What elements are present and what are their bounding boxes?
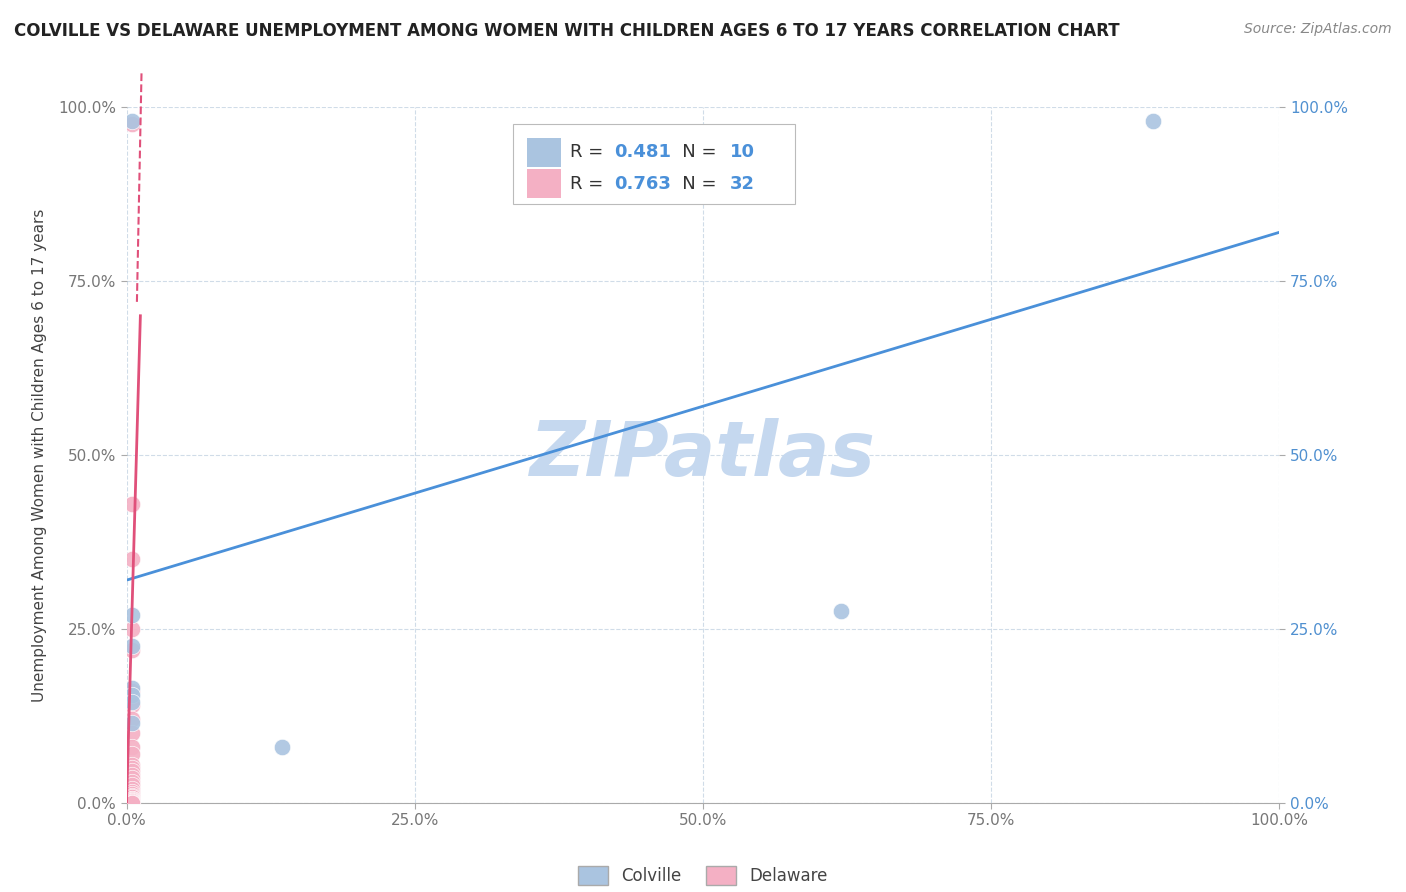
Text: N =: N = xyxy=(665,144,723,161)
Point xyxy=(121,795,143,809)
Text: ZIPatlas: ZIPatlas xyxy=(530,418,876,491)
Point xyxy=(121,747,143,761)
Point xyxy=(121,117,143,131)
Point xyxy=(121,788,143,802)
Point xyxy=(121,497,143,511)
Y-axis label: Unemployment Among Women with Children Ages 6 to 17 years: Unemployment Among Women with Children A… xyxy=(32,208,46,702)
Point xyxy=(121,791,143,805)
Point xyxy=(830,605,852,619)
Text: 0.763: 0.763 xyxy=(614,175,671,193)
Point xyxy=(121,607,143,622)
Point xyxy=(121,778,143,792)
Point xyxy=(121,790,143,805)
Point xyxy=(121,684,143,698)
Point xyxy=(121,764,143,779)
Point xyxy=(121,726,143,740)
Point xyxy=(121,796,143,810)
Point xyxy=(121,681,143,695)
Point xyxy=(121,789,143,803)
Point xyxy=(121,642,143,657)
Text: N =: N = xyxy=(665,175,723,193)
Point xyxy=(121,792,143,806)
Point xyxy=(121,785,143,799)
Point xyxy=(1142,114,1164,128)
Point xyxy=(121,772,143,786)
Text: 10: 10 xyxy=(730,144,755,161)
Point xyxy=(121,794,143,808)
Point xyxy=(121,757,143,772)
Text: Source: ZipAtlas.com: Source: ZipAtlas.com xyxy=(1244,22,1392,37)
Point xyxy=(121,552,143,566)
FancyBboxPatch shape xyxy=(527,169,561,198)
Text: R =: R = xyxy=(571,175,609,193)
Text: 0.481: 0.481 xyxy=(614,144,671,161)
Point xyxy=(121,796,143,810)
Point xyxy=(121,796,143,810)
Point xyxy=(121,794,143,808)
Point xyxy=(121,793,143,807)
Point xyxy=(121,712,143,726)
Point xyxy=(121,688,143,702)
Point xyxy=(121,698,143,713)
FancyBboxPatch shape xyxy=(527,137,561,167)
Point xyxy=(121,768,143,782)
Text: COLVILLE VS DELAWARE UNEMPLOYMENT AMONG WOMEN WITH CHILDREN AGES 6 TO 17 YEARS C: COLVILLE VS DELAWARE UNEMPLOYMENT AMONG … xyxy=(14,22,1119,40)
Point xyxy=(121,775,143,789)
Point xyxy=(121,639,143,653)
FancyBboxPatch shape xyxy=(513,124,796,204)
Point xyxy=(121,761,143,775)
Point xyxy=(121,114,143,128)
Point xyxy=(121,695,143,709)
Point xyxy=(121,781,143,796)
Text: 32: 32 xyxy=(730,175,755,193)
Point xyxy=(121,622,143,636)
Legend: Colville, Delaware: Colville, Delaware xyxy=(578,865,828,885)
Point xyxy=(121,740,143,755)
Point xyxy=(271,740,294,755)
Point xyxy=(121,715,143,730)
Text: R =: R = xyxy=(571,144,609,161)
